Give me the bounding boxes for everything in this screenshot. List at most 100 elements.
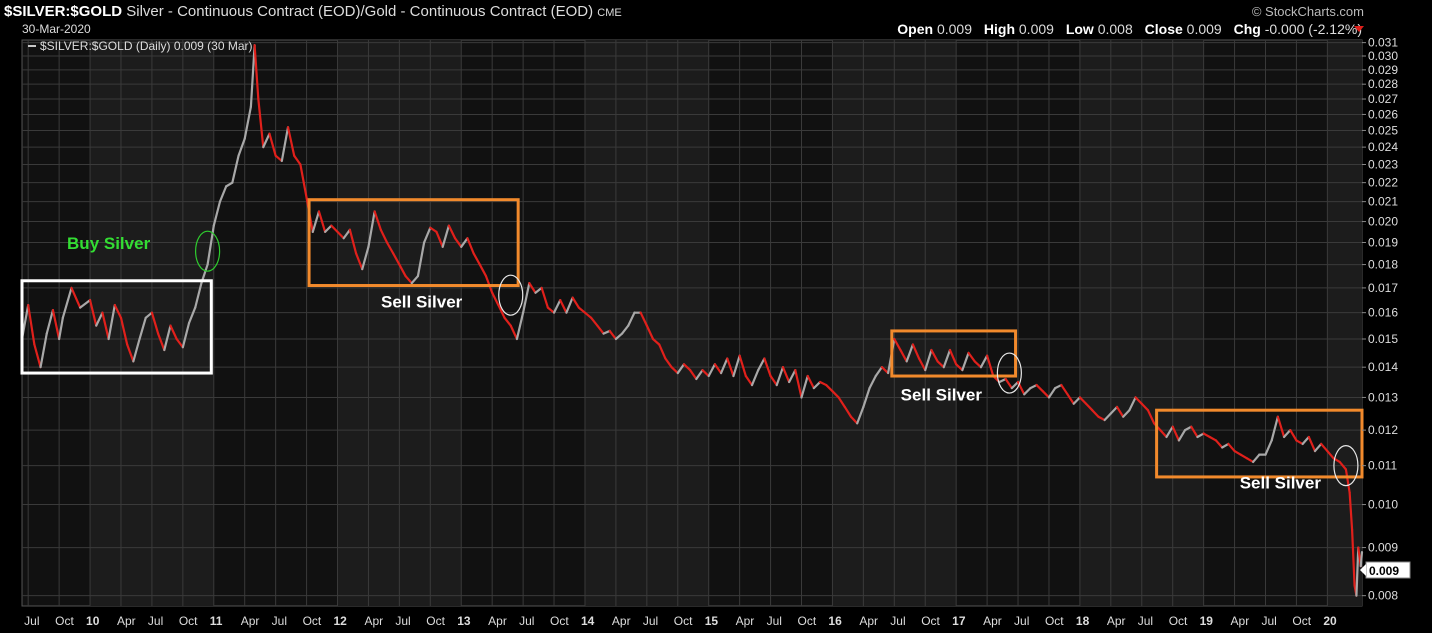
price-segment <box>1351 528 1356 587</box>
price-segment <box>540 286 549 309</box>
x-tick-label: Apr <box>117 614 136 628</box>
price-segment <box>1295 439 1304 446</box>
price-segment <box>1103 412 1112 422</box>
low-value: 0.008 <box>1097 21 1133 37</box>
price-segment <box>1264 439 1273 456</box>
price-segment <box>837 396 846 409</box>
x-axis: Jul Oct 10 Apr Jul Oct 11 Apr Jul Oct 12 Apr Jul Oct 1… <box>24 614 1337 628</box>
price-segment <box>1146 409 1156 425</box>
price-segment <box>1084 402 1094 412</box>
y-tick-label: 0.012 <box>1368 423 1398 437</box>
price-segment <box>738 354 747 378</box>
price-segment <box>466 237 475 255</box>
stockcharts-brand[interactable]: © StockCharts.com <box>1251 4 1364 19</box>
y-tick-label: 0.021 <box>1368 195 1398 209</box>
price-segment <box>1171 425 1180 442</box>
price-segment <box>998 377 1007 384</box>
price-segment <box>385 241 395 255</box>
x-tick-label: Apr <box>1107 614 1126 628</box>
y-tick-label: 0.029 <box>1368 63 1398 77</box>
price-segment <box>324 224 333 233</box>
price-segment <box>955 363 964 372</box>
price-segment <box>1004 377 1013 390</box>
x-tick-label: Apr <box>241 614 260 628</box>
x-tick-label: Oct <box>798 614 817 628</box>
x-tick-label: 11 <box>210 614 223 628</box>
price-segment <box>101 311 110 341</box>
price-segment <box>689 369 698 381</box>
price-segment <box>1109 405 1119 415</box>
price-segment <box>658 343 667 360</box>
price-segment <box>132 337 141 363</box>
price-segment <box>88 298 98 327</box>
price-segment <box>788 369 797 384</box>
price-segment <box>379 228 389 244</box>
price-segment <box>948 348 958 366</box>
chart-date: 30-Mar-2020 <box>22 22 91 36</box>
price-segment <box>1338 460 1348 471</box>
price-segment <box>522 282 531 314</box>
price-segment <box>144 311 154 319</box>
x-tick-label: Jul <box>519 614 534 628</box>
x-tick-label: 17 <box>952 614 966 628</box>
price-segment <box>181 321 191 349</box>
last-value-pointer <box>1360 564 1366 576</box>
price-segment <box>1091 409 1100 418</box>
price-segment <box>985 354 995 378</box>
price-segment <box>206 224 215 266</box>
y-tick-label: 0.030 <box>1368 49 1398 63</box>
symbol-description: Silver - Continuous Contract (EOD)/Gold … <box>126 3 594 20</box>
price-segment <box>701 369 710 378</box>
price-segment <box>1010 380 1020 390</box>
price-segment <box>596 324 605 335</box>
price-segment <box>534 286 543 294</box>
x-tick-label: Jul <box>148 614 163 628</box>
price-segment <box>707 363 716 378</box>
price-segment <box>1344 468 1351 494</box>
price-segment <box>794 369 803 399</box>
price-segment <box>361 245 370 271</box>
price-segment <box>317 210 327 233</box>
x-tick-label: Jul <box>24 614 39 628</box>
y-tick-label: 0.018 <box>1368 258 1398 272</box>
price-segment <box>1348 491 1354 531</box>
last-value-tag: 0.009 <box>1360 561 1411 579</box>
y-tick-label: 0.020 <box>1368 215 1398 229</box>
price-segment <box>126 343 135 363</box>
x-tick-label: 10 <box>86 614 100 628</box>
price-segment <box>398 263 407 278</box>
y-tick-label: 0.031 <box>1368 36 1398 50</box>
price-segment <box>930 348 939 363</box>
price-segment <box>79 298 92 309</box>
price-segment <box>95 311 104 327</box>
price-segment <box>1355 546 1360 597</box>
x-tick-label: Oct <box>55 614 74 628</box>
x-tick-label: Jul <box>1014 614 1029 628</box>
price-segment <box>800 374 809 399</box>
price-segment <box>243 105 253 140</box>
symbol-label[interactable]: $SILVER:$GOLD <box>4 3 123 20</box>
price-segment <box>45 309 55 335</box>
price-segment <box>1134 396 1143 405</box>
high-label: High <box>983 21 1015 37</box>
price-segment <box>453 237 463 248</box>
price-segment <box>336 230 345 240</box>
price-segment <box>775 366 785 387</box>
y-tick-label: 0.026 <box>1368 107 1398 121</box>
y-tick-label: 0.008 <box>1368 589 1398 603</box>
x-tick-label: 13 <box>457 614 471 628</box>
price-segment <box>51 309 61 341</box>
price-segment <box>843 405 853 418</box>
y-tick-label: 0.013 <box>1368 390 1398 404</box>
x-tick-label: Jul <box>1261 614 1276 628</box>
ohlc-readout: Open 0.009 High 0.009 Low 0.008 Close 0.… <box>897 21 1362 37</box>
price-segment <box>478 263 488 278</box>
annotations: Buy Silver Sell Silver Sell Silver Sell Sil… <box>20 198 1364 493</box>
plot-background <box>21 39 1363 607</box>
price-segment <box>676 363 686 375</box>
x-tick-label: Oct <box>1169 614 1188 628</box>
price-segment <box>1047 387 1057 399</box>
price-segment <box>1177 429 1187 442</box>
price-segment <box>856 405 865 425</box>
